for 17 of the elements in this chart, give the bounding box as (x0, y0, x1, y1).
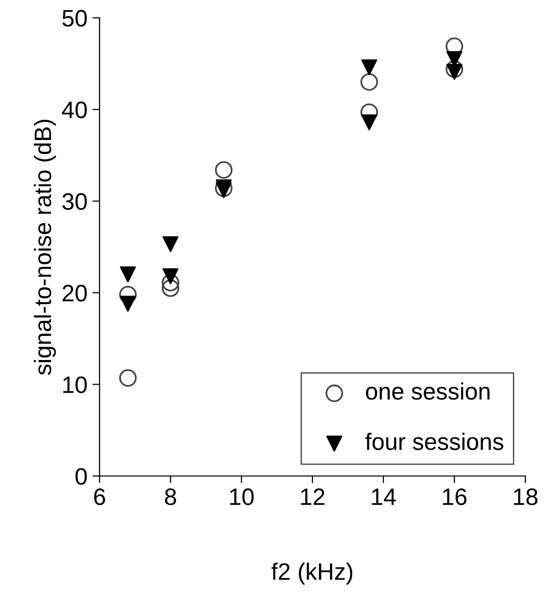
x-tick-label: 18 (514, 488, 538, 506)
y-tick-label: 10 (63, 376, 87, 394)
y-tick-label: 50 (62, 10, 87, 27)
x-axis-title: f2 (kHz) (271, 562, 352, 585)
legend-label: four sessions (365, 432, 504, 450)
y-tick-label: 0 (76, 468, 87, 485)
x-tick-label: 12 (301, 488, 324, 505)
y-tick-label: 30 (62, 193, 87, 210)
x-tick-label: 6 (94, 488, 106, 506)
y-tick-label: 40 (62, 102, 87, 118)
y-axis-title: signal-to-noise ratio (dB) (34, 120, 56, 375)
x-tick-label: 8 (164, 488, 176, 506)
legend-label: one session (366, 382, 490, 400)
x-tick-label: 14 (372, 488, 396, 505)
x-tick-label: 16 (443, 488, 466, 506)
y-tick-label: 20 (62, 284, 87, 302)
x-tick-label: 10 (230, 488, 254, 506)
